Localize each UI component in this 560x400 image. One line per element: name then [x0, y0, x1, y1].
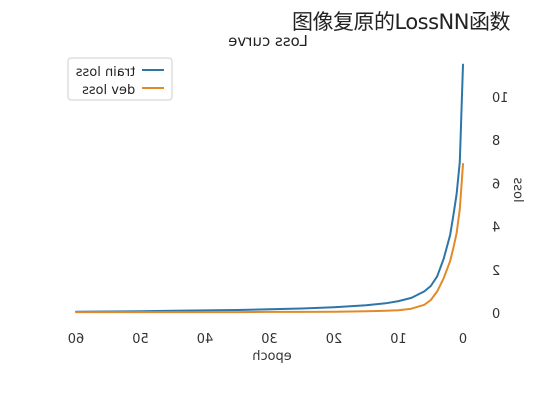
x-tick-label: 20: [326, 332, 343, 347]
x-tick-label: 10: [390, 332, 407, 347]
y-tick-label: 4: [492, 221, 500, 236]
chart-title: Loss curve: [228, 32, 308, 50]
legend-label-train-loss: train loss: [75, 65, 135, 80]
x-tick-label: 0: [459, 332, 467, 347]
y-tick-label: 6: [492, 177, 500, 192]
x-tick-label: 40: [197, 332, 214, 347]
y-tick-label: 0: [492, 307, 500, 322]
image-caption: 图像复原的LossNN函数: [292, 10, 510, 34]
y-axis-label: loss: [510, 177, 525, 202]
legend: train loss dev loss: [67, 57, 173, 101]
y-tick-label: 8: [492, 134, 500, 149]
y-tick-label: 10: [492, 91, 509, 106]
y-tick-label: 2: [492, 264, 500, 279]
x-tick-label: 30: [261, 332, 278, 347]
legend-label-dev-loss: dev loss: [82, 83, 135, 98]
series-line-dev-loss: [75, 163, 464, 314]
x-axis-label: epoch: [252, 349, 292, 364]
x-tick-label: 60: [68, 332, 85, 347]
legend-box: [67, 57, 173, 101]
plot-layer: 0 10 20 30 40 50 60 0 2 4 6 8 10: [68, 63, 509, 347]
x-tick-label: 50: [132, 332, 149, 347]
series-line-train-loss: [75, 63, 464, 313]
